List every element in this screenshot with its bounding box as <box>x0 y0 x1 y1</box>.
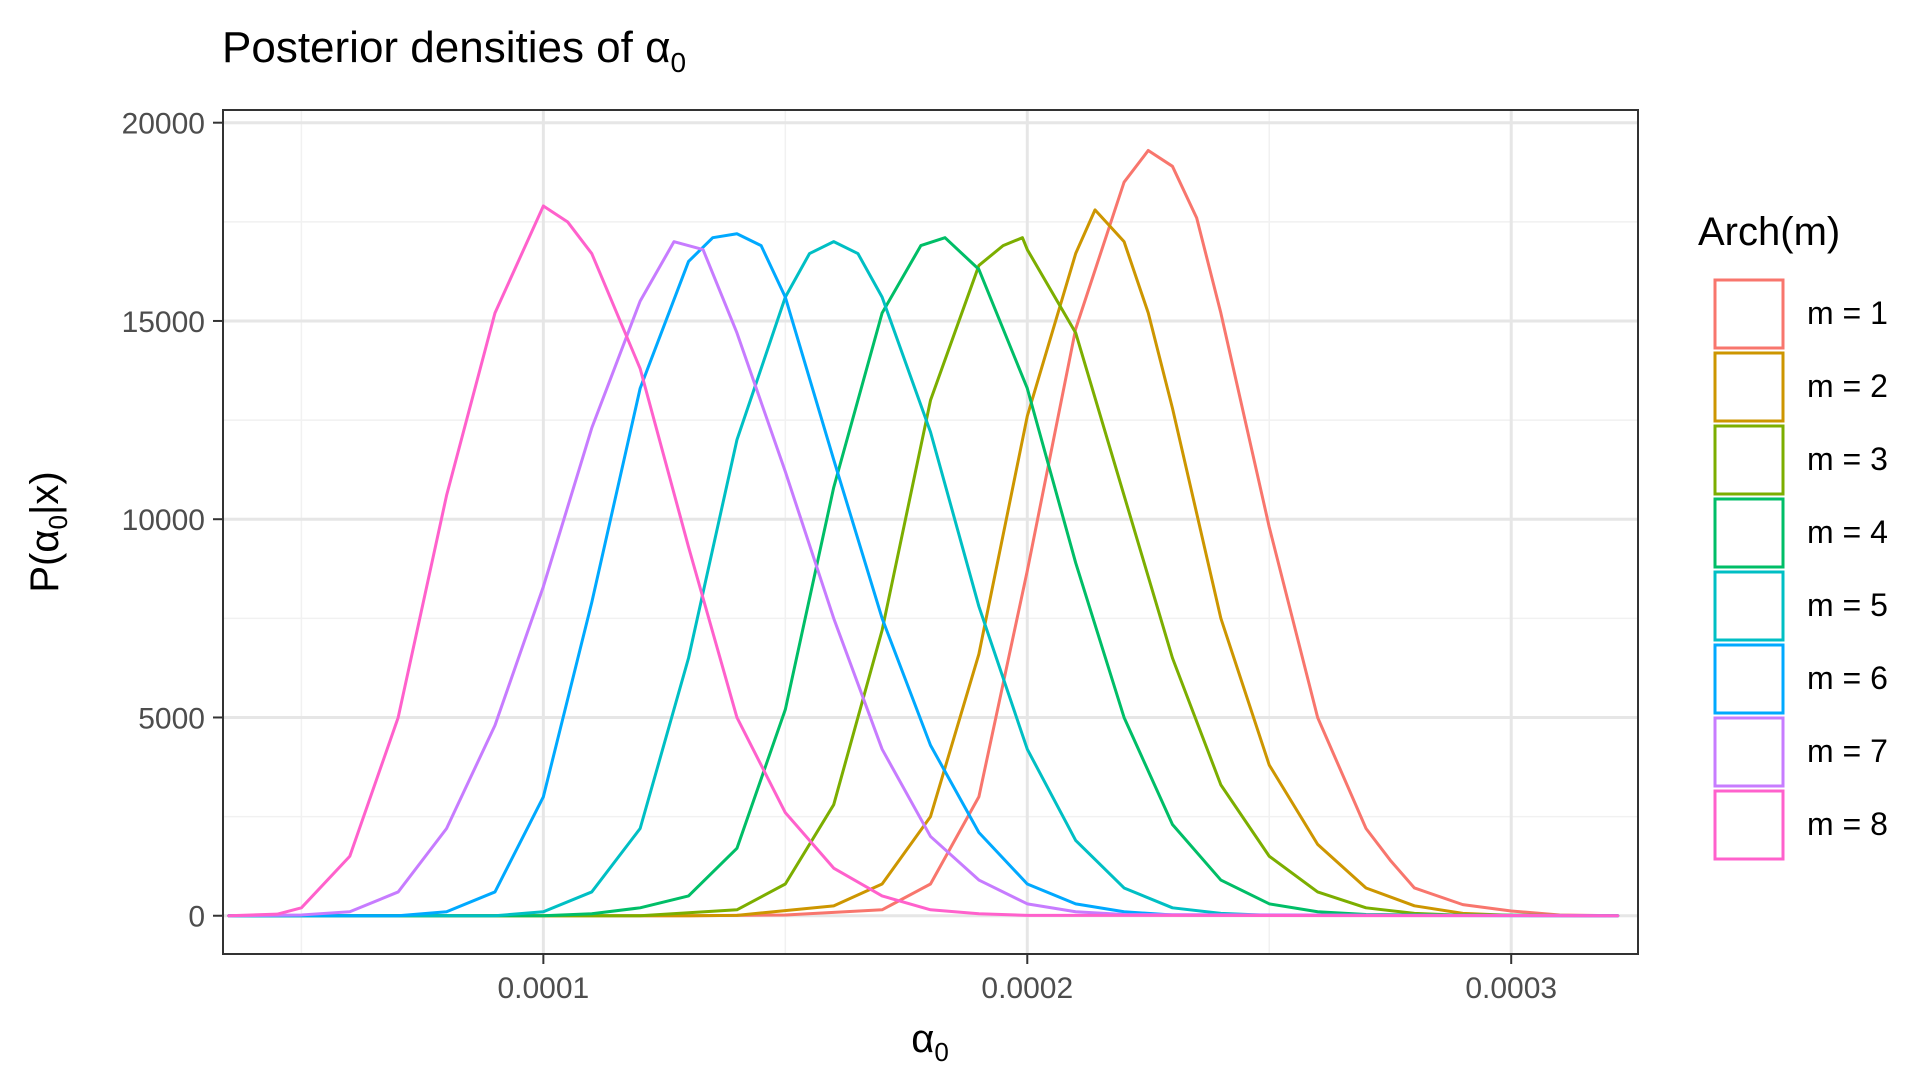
y-axis-label-prefix: P( <box>23 552 67 593</box>
legend-key-m-4 <box>1713 497 1785 569</box>
legend-label-m-3: m = 3 <box>1807 441 1888 477</box>
legend-label-m-6: m = 6 <box>1807 660 1888 696</box>
legend-label-m-1: m = 1 <box>1807 295 1888 331</box>
legend-key-m-3 <box>1713 424 1785 496</box>
legend-title: Arch(m) <box>1698 210 1840 254</box>
series-layer <box>227 148 1620 918</box>
x-tick-label: 0.0003 <box>1465 972 1557 1005</box>
series-line-m-6 <box>227 232 1620 918</box>
legend-item-m-5: m = 5 <box>1713 570 1888 642</box>
legend: Arch(m) m = 1m = 2m = 3m = 4m = 5m = 6m … <box>1698 210 1888 861</box>
y-tick-label: 0 <box>188 901 205 934</box>
legend-key-m-5 <box>1713 570 1785 642</box>
series-line-m-8 <box>227 204 1620 918</box>
legend-item-m-1: m = 1 <box>1713 278 1888 350</box>
legend-item-m-7: m = 7 <box>1713 716 1888 788</box>
legend-label-m-7: m = 7 <box>1807 733 1888 769</box>
y-axis: 0 5000 10000 15000 20000 <box>122 108 223 934</box>
series-line-m-4 <box>227 236 1620 918</box>
legend-item-m-2: m = 2 <box>1713 351 1888 423</box>
y-tick-label: 15000 <box>122 306 205 339</box>
legend-key-m-8 <box>1713 789 1785 861</box>
legend-item-m-4: m = 4 <box>1713 497 1888 569</box>
x-axis-label: α0 <box>911 1017 949 1067</box>
chart-title-text: Posterior densities of <box>222 23 645 72</box>
series-line-m-5 <box>227 240 1620 918</box>
x-axis: 0.0001 0.0002 0.0003 <box>497 954 1557 1005</box>
series-line-m-7 <box>227 240 1620 918</box>
x-tick-label: 0.0001 <box>497 972 589 1005</box>
legend-key-m-2 <box>1713 351 1785 423</box>
legend-label-m-5: m = 5 <box>1807 587 1888 623</box>
legend-key-m-7 <box>1713 716 1785 788</box>
plot-panel-border <box>222 109 1639 955</box>
x-axis-label-symbol: α <box>911 1017 934 1061</box>
y-axis-label-suffix: |x) <box>23 471 67 515</box>
chart-title-symbol: α <box>645 23 670 72</box>
x-tick-label: 0.0002 <box>981 972 1073 1005</box>
y-tick-label: 10000 <box>122 504 205 537</box>
legend-label-m-8: m = 8 <box>1807 806 1888 842</box>
y-tick-label: 20000 <box>122 108 205 141</box>
y-axis-label-subscript: 0 <box>43 515 73 529</box>
x-axis-label-subscript: 0 <box>934 1037 948 1067</box>
legend-item-m-3: m = 3 <box>1713 424 1888 496</box>
chart-title: Posterior densities of α0 <box>222 23 686 78</box>
y-axis-label-symbol: α <box>23 530 67 553</box>
legend-item-m-6: m = 6 <box>1713 643 1888 715</box>
legend-label-m-4: m = 4 <box>1807 514 1888 550</box>
chart-title-subscript: 0 <box>671 47 687 78</box>
legend-key-m-1 <box>1713 278 1785 350</box>
legend-items: m = 1 m = 2 m = 3 m = 4 m = 5 m = 6 m = 7 m = 8 <box>1713 278 1888 861</box>
legend-label-m-2: m = 2 <box>1807 368 1888 404</box>
y-axis-label: P(α0|x) <box>23 471 73 592</box>
legend-item-m-8: m = 8 <box>1713 789 1888 861</box>
series-line-m-1 <box>227 148 1620 918</box>
series-line-m-2 <box>227 208 1620 918</box>
y-tick-label: 5000 <box>138 702 205 735</box>
legend-key-m-6 <box>1713 643 1785 715</box>
series-line-m-3 <box>227 236 1620 918</box>
plot-panel <box>223 110 1638 954</box>
